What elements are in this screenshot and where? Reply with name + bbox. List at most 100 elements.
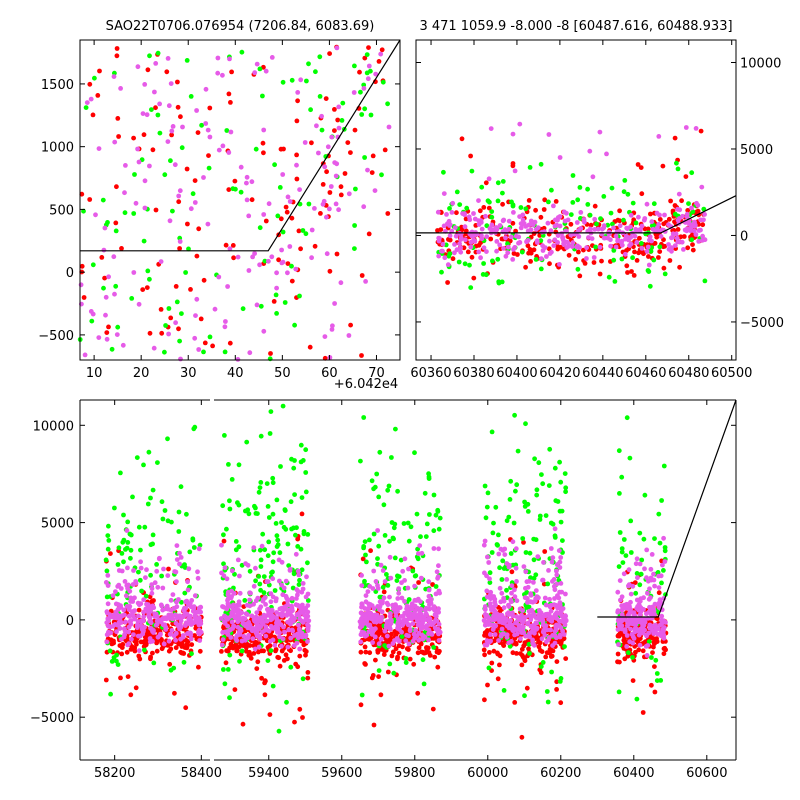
data-point: [436, 627, 441, 633]
data-point: [361, 545, 366, 551]
data-point: [412, 597, 418, 603]
data-point: [657, 217, 663, 222]
data-point: [126, 613, 132, 619]
data-point: [469, 168, 475, 174]
x-tick-label: 50: [274, 366, 291, 381]
data-point: [548, 228, 554, 234]
data-point: [591, 260, 597, 265]
data-point: [482, 652, 487, 658]
data-point: [244, 439, 250, 445]
data-point: [232, 178, 238, 184]
data-point: [122, 190, 127, 196]
data-point: [495, 198, 501, 204]
data-point: [447, 206, 452, 211]
data-point: [261, 150, 266, 156]
data-point: [363, 279, 368, 284]
data-point: [652, 601, 658, 607]
data-point: [624, 633, 630, 638]
data-point: [696, 239, 702, 244]
data-point: [166, 103, 172, 109]
data-point: [520, 217, 526, 223]
data-point: [386, 124, 392, 130]
data-point: [157, 555, 162, 561]
x-tick-label: 59800: [394, 766, 435, 781]
data-point: [558, 479, 564, 485]
data-point: [395, 625, 400, 631]
data-point: [359, 353, 364, 358]
data-point: [373, 657, 378, 663]
data-point: [674, 235, 680, 241]
data-point: [552, 533, 558, 539]
data-point: [270, 594, 276, 600]
data-point: [303, 649, 309, 654]
data-point: [479, 184, 485, 190]
data-point: [270, 576, 276, 582]
data-point: [141, 462, 146, 468]
data-point: [630, 583, 636, 589]
data-point: [661, 535, 666, 541]
data-point: [525, 584, 531, 590]
data-point: [254, 610, 260, 615]
data-point: [512, 245, 518, 250]
data-point: [452, 225, 458, 231]
data-point: [624, 263, 630, 269]
data-point: [106, 324, 111, 330]
model-line: [597, 399, 737, 618]
data-point: [221, 667, 226, 672]
data-point: [371, 568, 377, 574]
data-point: [497, 653, 503, 659]
data-point: [398, 557, 404, 563]
data-point: [550, 633, 555, 638]
data-point: [128, 595, 134, 601]
data-point: [292, 492, 297, 497]
data-point: [601, 194, 607, 199]
data-point: [246, 511, 252, 517]
data-point: [188, 94, 194, 99]
data-point: [279, 643, 284, 649]
data-point: [660, 244, 666, 250]
data-point: [390, 649, 396, 655]
data-point: [252, 251, 257, 256]
data-point: [247, 350, 253, 356]
data-point: [621, 571, 627, 577]
data-point: [270, 511, 276, 517]
data-point: [233, 642, 239, 647]
data-point: [371, 531, 377, 537]
data-point: [683, 125, 689, 130]
data-point: [477, 208, 483, 214]
data-point: [667, 258, 673, 263]
data-point: [265, 579, 271, 584]
data-point: [624, 601, 630, 607]
data-point: [264, 481, 270, 486]
data-point: [407, 627, 413, 632]
data-point: [502, 615, 507, 621]
data-point: [498, 616, 504, 622]
data-point: [656, 511, 662, 517]
data-point: [202, 340, 208, 346]
data-point: [641, 607, 646, 612]
data-point: [554, 568, 559, 574]
data-point: [289, 526, 294, 532]
data-point: [105, 573, 111, 578]
data-point: [647, 586, 652, 592]
data-point: [240, 306, 246, 312]
data-point: [554, 679, 560, 685]
data-point: [299, 511, 305, 517]
data-point: [158, 259, 164, 264]
data-point: [634, 258, 640, 263]
data-point: [634, 556, 640, 562]
data-point: [274, 610, 279, 615]
data-point: [616, 622, 622, 628]
data-point: [225, 623, 231, 629]
data-point: [258, 303, 264, 309]
data-point: [661, 651, 667, 657]
data-point: [141, 132, 147, 138]
data-point: [232, 571, 237, 577]
data-point: [247, 649, 252, 655]
data-point: [136, 569, 141, 575]
data-point: [358, 702, 364, 708]
data-point: [188, 617, 194, 623]
data-point: [616, 642, 621, 647]
data-point: [173, 631, 179, 636]
data-point: [147, 276, 152, 282]
